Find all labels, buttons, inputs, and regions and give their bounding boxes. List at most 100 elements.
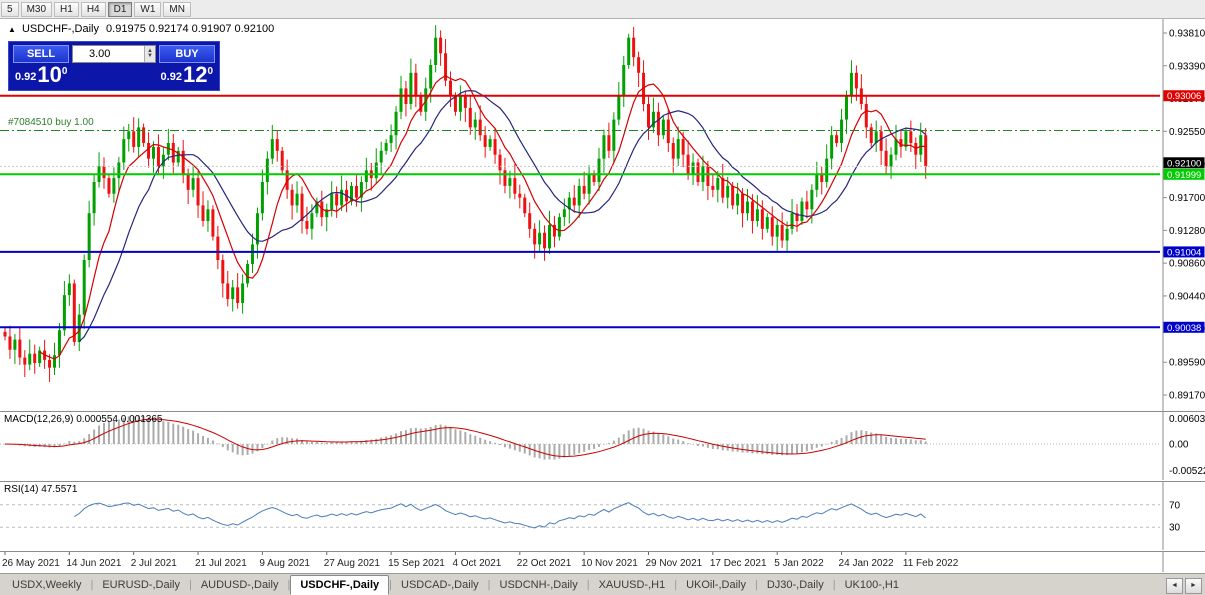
candle (577, 185, 581, 206)
timeframe-button-d1[interactable]: D1 (107, 1, 133, 17)
volume-input[interactable]: 3.00 ▲ ▼ (72, 45, 156, 63)
chart-tab-usdcnh-daily[interactable]: USDCNH-,Daily (499, 578, 578, 591)
candle (246, 263, 250, 284)
chart-tab-ukoil-daily[interactable]: UKOil-,Daily (686, 578, 746, 591)
chart-tab-eurusd-daily[interactable]: EURUSD-,Daily (102, 578, 180, 591)
candle (295, 193, 299, 206)
candle (305, 221, 309, 229)
sell-price-prefix: 0.92 (15, 71, 37, 83)
candle (340, 189, 344, 206)
candle (612, 119, 616, 151)
buy-button[interactable]: BUY (159, 45, 215, 63)
candle (686, 154, 690, 175)
candle (468, 107, 472, 128)
candle (869, 127, 873, 144)
candle (894, 139, 898, 155)
chart-tab-usdx-weekly[interactable]: USDX,Weekly (12, 578, 82, 591)
candle (825, 158, 829, 183)
macd-panel[interactable]: 0.006038 0.00 -0.005220 MACD(12,26,9) 0.00… (0, 411, 1205, 481)
candle (543, 232, 547, 249)
volume-up-icon[interactable]: ▲ (147, 48, 153, 54)
candle (48, 359, 52, 368)
candle (800, 201, 804, 222)
moving-averages-layer (39, 75, 927, 360)
candle (647, 103, 650, 128)
candle (830, 135, 834, 159)
macd-plot: 0.006038 0.00 -0.005220 (0, 412, 1205, 480)
chart-tab-uk100-h1[interactable]: UK100-,H1 (844, 578, 899, 591)
candle (211, 209, 215, 237)
candle (290, 189, 294, 206)
candle (671, 143, 675, 159)
timeframe-button-5[interactable]: 5 (1, 1, 19, 17)
chart-tab-xauusd-h1[interactable]: XAUUSD-,H1 (598, 578, 666, 591)
candle (785, 228, 789, 241)
buy-price-point: 0 (207, 66, 213, 77)
candles-layer (3, 25, 928, 382)
candle (661, 119, 665, 136)
tab-scroll-right-button[interactable]: ► (1185, 578, 1202, 594)
candle (394, 111, 398, 136)
chart-tab-audusd-daily[interactable]: AUDUSD-,Daily (200, 578, 279, 591)
price-badge (1163, 90, 1205, 102)
candle (755, 209, 759, 222)
candle (77, 314, 81, 342)
date-label: 2 Jul 2021 (131, 558, 178, 569)
collapse-arrow-icon[interactable]: ▲ (8, 25, 16, 34)
price-axis-label: 0.91700 (1169, 193, 1205, 204)
price-axis-label: 0.90440 (1169, 291, 1205, 302)
price-axis-label: 0.91280 (1169, 226, 1205, 237)
tab-scroll-left-button[interactable]: ◄ (1166, 578, 1183, 594)
candle (741, 193, 745, 214)
candle (681, 139, 685, 155)
timeframe-button-m30[interactable]: M30 (20, 1, 53, 17)
sell-button[interactable]: SELL (13, 45, 69, 63)
candle (310, 213, 314, 229)
trade-panel-quotes: 0.92 10 0 0.92 12 0 (13, 64, 215, 86)
date-label: 10 Nov 2021 (581, 558, 638, 569)
candle (132, 131, 136, 147)
candle (795, 213, 799, 222)
candle (538, 232, 542, 245)
candle (107, 178, 111, 194)
candle (171, 143, 175, 163)
candle (300, 193, 304, 222)
candle (23, 357, 27, 365)
candle (924, 135, 928, 167)
price-badge-text: 0.91999 (1167, 170, 1201, 181)
volume-value[interactable]: 3.00 (89, 48, 111, 60)
timeframe-button-w1[interactable]: W1 (134, 1, 162, 17)
price-axis: 0.938100.933900.929700.925500.921300.917… (1162, 19, 1205, 411)
chart-tab-usdcad-daily[interactable]: USDCAD-,Daily (401, 578, 479, 591)
date-label: 27 Aug 2021 (324, 558, 381, 569)
candle (325, 209, 329, 218)
volume-down-icon[interactable]: ▼ (147, 53, 153, 59)
candle (429, 64, 433, 89)
candle (127, 131, 131, 140)
chart-tab-usdchf-daily[interactable]: USDCHF-,Daily (290, 574, 390, 595)
candle (117, 162, 121, 179)
candle (142, 127, 146, 144)
open-position-label[interactable]: #7084510 buy 1.00 (8, 116, 94, 128)
rsi-panel[interactable]: 70 30 RSI(14) 47.5571 (0, 481, 1205, 551)
candle (637, 57, 641, 73)
tab-separator: | (832, 578, 836, 591)
candle (780, 224, 784, 241)
candle (419, 96, 423, 112)
candle (28, 353, 32, 365)
timeframe-button-h4[interactable]: H4 (80, 1, 106, 17)
candle (176, 150, 180, 163)
timeframe-button-h1[interactable]: H1 (54, 1, 79, 17)
time-axis[interactable]: 26 May 2021 14 Jun 2021 2 Jul 2021 21 Jul 2… (0, 551, 1205, 573)
timeframe-button-mn[interactable]: MN (163, 1, 191, 17)
chart-tab-dj30-daily[interactable]: DJ30-,Daily (766, 578, 824, 591)
volume-spinner[interactable]: ▲ ▼ (144, 46, 155, 62)
candle (835, 135, 839, 144)
main-chart-panel[interactable]: 0.938100.933900.929700.925500.921300.917… (0, 19, 1205, 411)
date-label: 5 Jan 2022 (774, 558, 824, 569)
candle (622, 64, 626, 97)
candle (57, 330, 61, 356)
candle (904, 131, 908, 147)
candle (414, 72, 418, 97)
sell-price: 0.92 10 0 (15, 64, 67, 86)
